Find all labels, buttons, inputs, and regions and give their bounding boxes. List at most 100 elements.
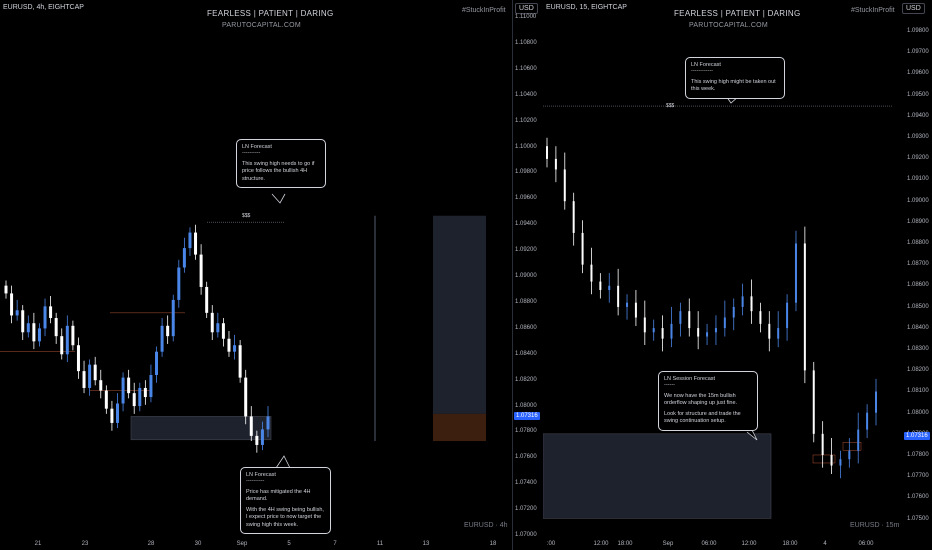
right-candle-body (679, 311, 682, 324)
center-currency-button[interactable]: USD (515, 3, 538, 14)
right-y-tick: 1.07700 (907, 473, 929, 480)
left-candle-body (99, 380, 103, 391)
x-tick: 06:00 (701, 541, 717, 547)
right-callout-mid[interactable]: LN Session Forecast ------ We now have t… (658, 371, 758, 431)
right-candle-body (643, 317, 646, 333)
x-tick: 28 (147, 541, 155, 547)
left-callout-pointer (271, 193, 286, 204)
left-candle-body (194, 232, 198, 255)
x-tick: 7 (333, 541, 337, 547)
right-candle-body (812, 370, 815, 434)
right-candle-body (661, 328, 664, 339)
left-candle-body (138, 387, 142, 407)
left-callout-pointer (275, 455, 291, 469)
left-candle-body (238, 345, 242, 378)
center-y-tick: 1.10000 (515, 143, 537, 150)
right-y-tick: 1.08200 (907, 367, 929, 374)
right-callout-top[interactable]: LN Forecast ------------ This swing high… (685, 57, 785, 99)
left-candle-body (121, 377, 125, 404)
right-candle-body (723, 317, 726, 329)
left-candle-body (65, 325, 69, 355)
right-y-tick: 1.08900 (907, 218, 929, 225)
left-demand-zone (130, 416, 272, 441)
callout-text: This swing high might be taken out this … (691, 78, 776, 93)
left-hashtag: #StuckInProfit (462, 7, 506, 14)
right-candle-body (572, 201, 575, 233)
x-tick: Sep (662, 541, 674, 547)
right-y-tick: 1.09100 (907, 176, 929, 183)
left-candle-body (88, 364, 92, 388)
left-candle-body (143, 387, 147, 398)
right-candle-body (866, 412, 869, 430)
left-liquidity-label: $$$ (242, 213, 251, 219)
right-candle-body (848, 450, 851, 460)
left-candle-body (71, 325, 75, 346)
right-symbol-label[interactable]: EURUSD, 15, EIGHTCAP (546, 4, 627, 11)
right-candle-body (617, 285, 620, 307)
left-candle-body (15, 310, 19, 316)
left-candle-body (127, 377, 131, 394)
right-y-tick: 1.09200 (907, 155, 929, 162)
right-candlestick-chart[interactable] (543, 0, 932, 550)
callout-text-1: Price has mitigated the 4H demand. (246, 488, 311, 503)
right-candle-body (759, 311, 762, 324)
left-candle-body (177, 267, 181, 300)
right-candle-body (599, 281, 602, 291)
left-candle-body (26, 323, 30, 333)
callout-title: LN Forecast (246, 472, 276, 478)
center-y-tick: 1.09000 (515, 273, 537, 279)
callout-title: LN Forecast (242, 144, 272, 150)
left-candle-body (43, 306, 47, 329)
center-y-tick: 1.07800 (515, 428, 537, 435)
right-y-tick: 1.08400 (907, 324, 929, 331)
left-candle-body (255, 435, 259, 445)
callout-title: LN Session Forecast (664, 376, 716, 382)
right-orderblock (812, 454, 836, 464)
left-candle-body (244, 377, 248, 417)
x-tick: Sep (236, 541, 248, 547)
x-tick: 12:00 (741, 541, 757, 547)
right-y-tick: 1.08300 (907, 346, 929, 352)
left-site-label: PARUTOCAPITAL.COM (222, 22, 301, 29)
right-y-tick: 1.08700 (907, 261, 929, 268)
center-y-tick: 1.07000 (515, 532, 537, 538)
right-y-tick: 1.09500 (907, 91, 929, 98)
right-chart-panel[interactable]: EURUSD, 15, EIGHTCAP FEARLESS | PATIENT … (543, 0, 932, 550)
right-candle-body (652, 328, 655, 333)
center-current-price: 1.07316 (514, 412, 540, 420)
x-tick: 23 (81, 541, 89, 547)
right-candle-body (554, 158, 557, 170)
left-watermark: EURUSD · 4h (464, 522, 508, 529)
right-candle-body (875, 391, 877, 413)
right-candle-body (714, 328, 717, 333)
callout-text-1: We now have the 15m bullish orderflow sh… (664, 392, 738, 407)
center-price-axis[interactable]: USD 1.11000 1.10800 1.10600 1.10400 1.10200 1… (512, 0, 544, 550)
left-candlestick-chart[interactable] (0, 0, 512, 550)
right-candle-body (741, 296, 744, 307)
left-candle-body (76, 345, 80, 372)
left-candle-body (21, 310, 25, 333)
left-chart-panel[interactable]: EURUSD, 4h, EIGHTCAP FEARLESS | PATIENT … (0, 0, 512, 550)
right-y-tick: 1.09800 (907, 28, 929, 34)
left-candle-body (60, 336, 64, 355)
left-candle-body (32, 323, 36, 342)
right-hashtag: #StuckInProfit (851, 7, 895, 14)
right-watermark: EURUSD · 15m (850, 522, 900, 529)
left-candle-body (110, 408, 114, 423)
center-y-tick: 1.10800 (515, 39, 537, 46)
left-candle-body (227, 338, 231, 352)
right-y-tick: 1.08800 (907, 240, 929, 246)
right-y-tick: 1.09300 (907, 134, 929, 140)
left-candle-body (182, 248, 186, 268)
left-callout-top[interactable]: LN Forecast ---------- This swing high n… (236, 139, 326, 189)
right-y-tick: 1.09000 (907, 197, 929, 204)
center-y-tick: 1.09600 (515, 195, 537, 202)
left-callout-bottom[interactable]: LN Forecast ---------- Price has mitigat… (240, 467, 331, 534)
left-candle-body (54, 318, 58, 337)
left-candle-body (210, 312, 214, 333)
left-candle-body (188, 232, 192, 249)
left-candle-body (149, 375, 153, 398)
left-candle-body (115, 403, 119, 423)
left-symbol-label[interactable]: EURUSD, 4h, EIGHTCAP (3, 4, 84, 11)
right-currency-button[interactable]: USD (902, 3, 925, 14)
